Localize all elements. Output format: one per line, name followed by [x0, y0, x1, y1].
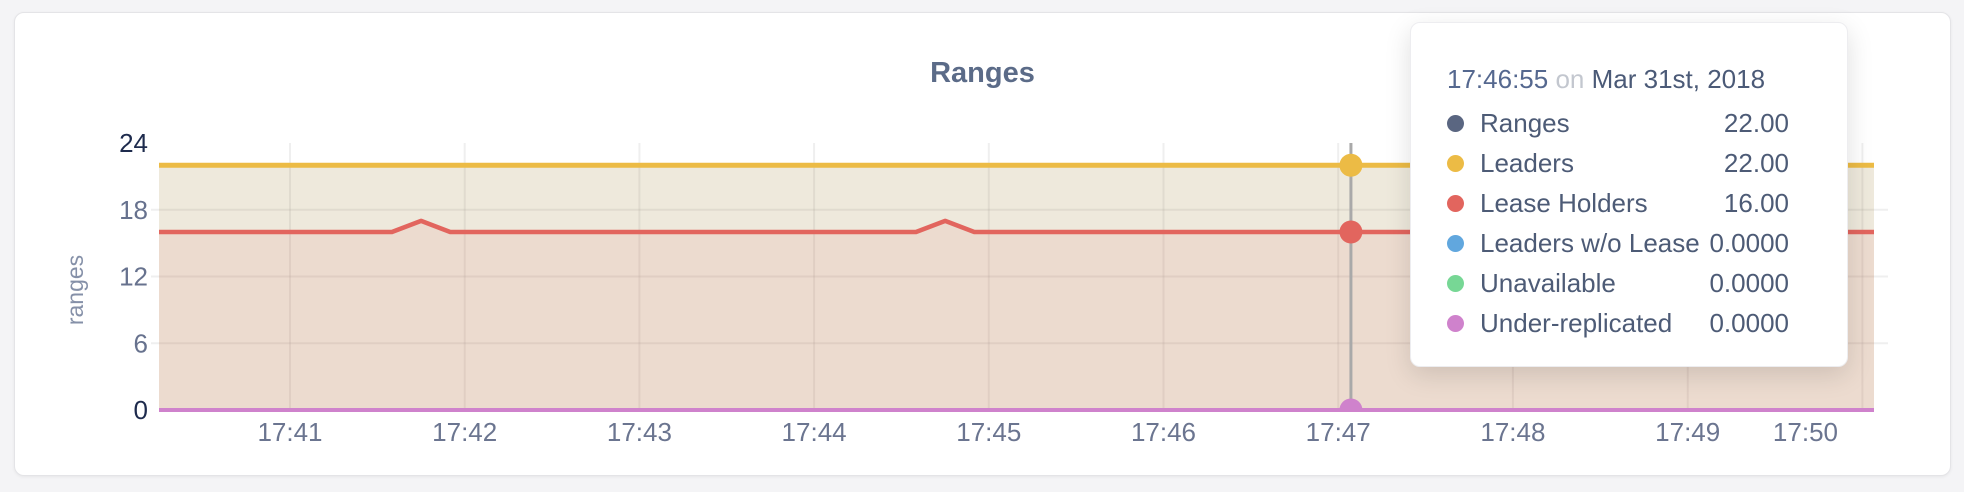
- tooltip-row-unavailable: Unavailable 0.0000: [1447, 263, 1789, 303]
- x-tick-label: 17:47: [1306, 417, 1371, 447]
- hover-points: [1339, 153, 1363, 410]
- x-tick-label: 17:41: [257, 417, 322, 447]
- series-color-dot: [1447, 194, 1464, 212]
- x-tick-label: 17:48: [1480, 417, 1545, 447]
- series-color-dot: [1447, 314, 1464, 332]
- hover-point-lease-holders: [1339, 220, 1363, 244]
- series-value: 0.0000: [1709, 267, 1789, 298]
- x-tick-label: 17:45: [956, 417, 1021, 447]
- y-tick-label: 6: [134, 328, 148, 358]
- series-value: 0.0000: [1709, 227, 1789, 258]
- series-color-dot: [1447, 114, 1464, 132]
- chart-title: Ranges: [930, 57, 1035, 89]
- tooltip-header: 17:46:55 on Mar 31st, 2018: [1447, 59, 1789, 99]
- tooltip-row-under-replicated: Under-replicated 0.0000: [1447, 303, 1789, 343]
- series-label: Leaders: [1480, 147, 1574, 178]
- series-label: Under-replicated: [1480, 307, 1673, 338]
- series-value: 22.00: [1723, 107, 1789, 138]
- series-color-dot: [1447, 274, 1464, 292]
- series-color-dot: [1447, 234, 1464, 252]
- series-label: Lease Holders: [1480, 187, 1648, 218]
- tooltip-time: 17:46:55: [1447, 64, 1549, 94]
- hover-point-under-replicated: [1339, 398, 1363, 410]
- series-line-lease-holders: [159, 218, 1874, 235]
- tooltip-series-list: Ranges 22.00 Leaders 22.00 Lease Holders…: [1447, 103, 1789, 343]
- x-tick-label: 17:43: [607, 417, 672, 447]
- tooltip-date: Mar 31st, 2018: [1591, 64, 1766, 94]
- series-label: Leaders w/o Lease: [1480, 227, 1700, 258]
- x-tick-label: 17:44: [782, 417, 847, 447]
- tooltip-row-lease-holders: Lease Holders 16.00: [1447, 183, 1789, 223]
- y-tick-label: 18: [119, 195, 148, 225]
- series-label: Ranges: [1480, 107, 1570, 138]
- series-value: 0.0000: [1709, 307, 1789, 338]
- series-value: 16.00: [1723, 187, 1789, 218]
- tooltip-row-leaders-wo-lease: Leaders w/o Lease 0.0000: [1447, 223, 1789, 263]
- series-label: Unavailable: [1480, 267, 1616, 298]
- x-tick-label: 17:42: [432, 417, 497, 447]
- tooltip-row-leaders: Leaders 22.00: [1447, 143, 1789, 183]
- x-tick-label: 17:46: [1131, 417, 1196, 447]
- tooltip-conjunction: on: [1555, 64, 1585, 94]
- y-tick-label: 0: [134, 395, 148, 425]
- x-tick-label: 17:50: [1773, 417, 1838, 447]
- y-tick-label: 24: [119, 128, 148, 158]
- hover-point-leaders: [1339, 153, 1363, 177]
- series-color-dot: [1447, 154, 1464, 172]
- series-value: 22.00: [1723, 147, 1789, 178]
- x-tick-label: 17:49: [1655, 417, 1720, 447]
- tooltip-row-ranges: Ranges 22.00: [1447, 103, 1789, 143]
- y-tick-label: 12: [119, 262, 148, 292]
- hover-tooltip: 17:46:55 on Mar 31st, 2018 Ranges 22.00 …: [1410, 22, 1848, 367]
